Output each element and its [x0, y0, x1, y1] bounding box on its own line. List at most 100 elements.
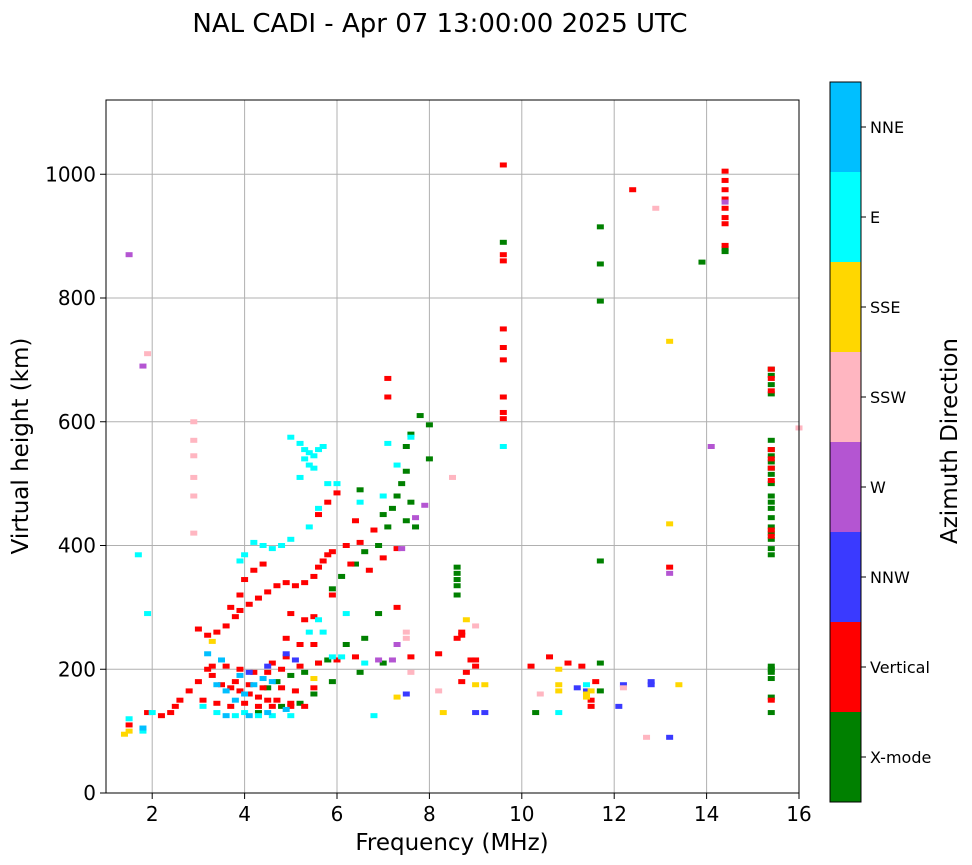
colorbar-tick-label: NNE — [870, 118, 904, 137]
echo-point — [310, 642, 318, 647]
colorbar-tick-label: W — [870, 478, 886, 497]
echo-point — [144, 351, 152, 357]
echo-point — [721, 199, 729, 205]
echo-point — [721, 196, 729, 202]
echo-point — [767, 382, 775, 388]
echo-point — [472, 663, 480, 669]
series-nne — [139, 651, 290, 731]
echo-point — [218, 657, 225, 663]
echo-point — [499, 394, 507, 400]
echo-point — [407, 499, 415, 505]
echo-point — [767, 676, 775, 682]
y-tick-label: 800 — [58, 286, 96, 310]
colorbar-segment — [830, 712, 861, 802]
echo-point — [254, 710, 262, 716]
colorbar-tick-label: X-mode — [870, 748, 931, 767]
echo-point — [425, 456, 433, 462]
echo-point — [453, 635, 461, 641]
echo-point — [190, 474, 198, 480]
echo-point — [287, 703, 295, 709]
colorbar-segment — [830, 532, 861, 622]
echo-point — [310, 676, 318, 682]
echo-point — [767, 663, 775, 669]
echo-point — [236, 607, 244, 613]
echo-point — [398, 546, 406, 552]
echo-point — [555, 688, 563, 694]
echo-point — [596, 688, 604, 694]
echo-point — [698, 259, 706, 265]
echo-point — [499, 357, 507, 363]
echo-point — [328, 654, 336, 660]
echo-point — [767, 666, 775, 672]
colorbar-segment — [830, 442, 861, 532]
echo-point — [287, 713, 295, 719]
echo-point — [643, 734, 651, 740]
echo-point — [384, 375, 392, 381]
echo-point — [213, 710, 221, 716]
echo-point — [305, 450, 313, 456]
echo-point — [301, 447, 309, 453]
echo-point — [361, 549, 369, 555]
echo-point — [564, 660, 572, 666]
colorbar-tick-label: SSE — [870, 298, 900, 317]
echo-point — [453, 583, 461, 589]
echo-point — [767, 447, 775, 453]
echo-point — [231, 679, 239, 685]
echo-point — [499, 409, 507, 415]
echo-point — [245, 669, 253, 675]
echo-point — [393, 694, 401, 700]
echo-point — [273, 679, 281, 685]
echo-point — [356, 669, 364, 675]
echo-point — [767, 366, 775, 372]
echo-point — [301, 456, 309, 462]
echo-point — [190, 530, 198, 536]
echo-point — [264, 697, 272, 703]
echo-point — [236, 688, 244, 694]
echo-point — [301, 617, 309, 623]
echo-point — [319, 629, 327, 635]
echo-point — [384, 524, 392, 530]
echo-point — [467, 657, 475, 663]
echo-point — [619, 685, 627, 691]
echo-point — [125, 728, 133, 734]
colorbar: X-mode Vertical NNW W SSW SSE E NNE — [830, 82, 931, 802]
echo-point — [268, 660, 276, 666]
echo-point — [296, 440, 304, 446]
echo-point — [231, 713, 239, 719]
echo-point — [458, 679, 466, 685]
echo-point — [282, 635, 290, 641]
echo-point — [305, 462, 313, 468]
echo-point — [592, 679, 600, 685]
echo-point — [282, 706, 290, 712]
echo-point — [472, 657, 480, 663]
echo-point — [208, 638, 216, 644]
echo-point — [767, 524, 775, 530]
echo-point — [707, 444, 715, 449]
echo-point — [139, 728, 147, 734]
echo-point — [259, 543, 267, 548]
echo-point — [462, 617, 470, 623]
echo-point — [721, 168, 729, 174]
echo-point — [435, 651, 443, 657]
echo-point — [342, 611, 350, 617]
echo-point — [222, 713, 230, 719]
echo-point — [393, 546, 401, 552]
x-tick-label: 2 — [146, 802, 159, 826]
echo-point — [250, 682, 258, 688]
echo-point — [342, 642, 350, 647]
echo-point — [767, 546, 775, 552]
echo-point — [439, 710, 447, 716]
echo-point — [351, 518, 359, 524]
echo-point — [499, 444, 507, 449]
echo-point — [499, 252, 507, 258]
x-axis-label: Frequency (MHz) — [355, 830, 548, 856]
echo-point — [139, 363, 147, 369]
echo-point — [647, 682, 655, 688]
x-tick-label: 6 — [331, 802, 344, 826]
echo-point — [278, 666, 286, 672]
echo-point — [767, 527, 775, 533]
echo-point — [435, 688, 443, 694]
echo-point — [407, 669, 415, 675]
echo-point — [190, 453, 198, 459]
